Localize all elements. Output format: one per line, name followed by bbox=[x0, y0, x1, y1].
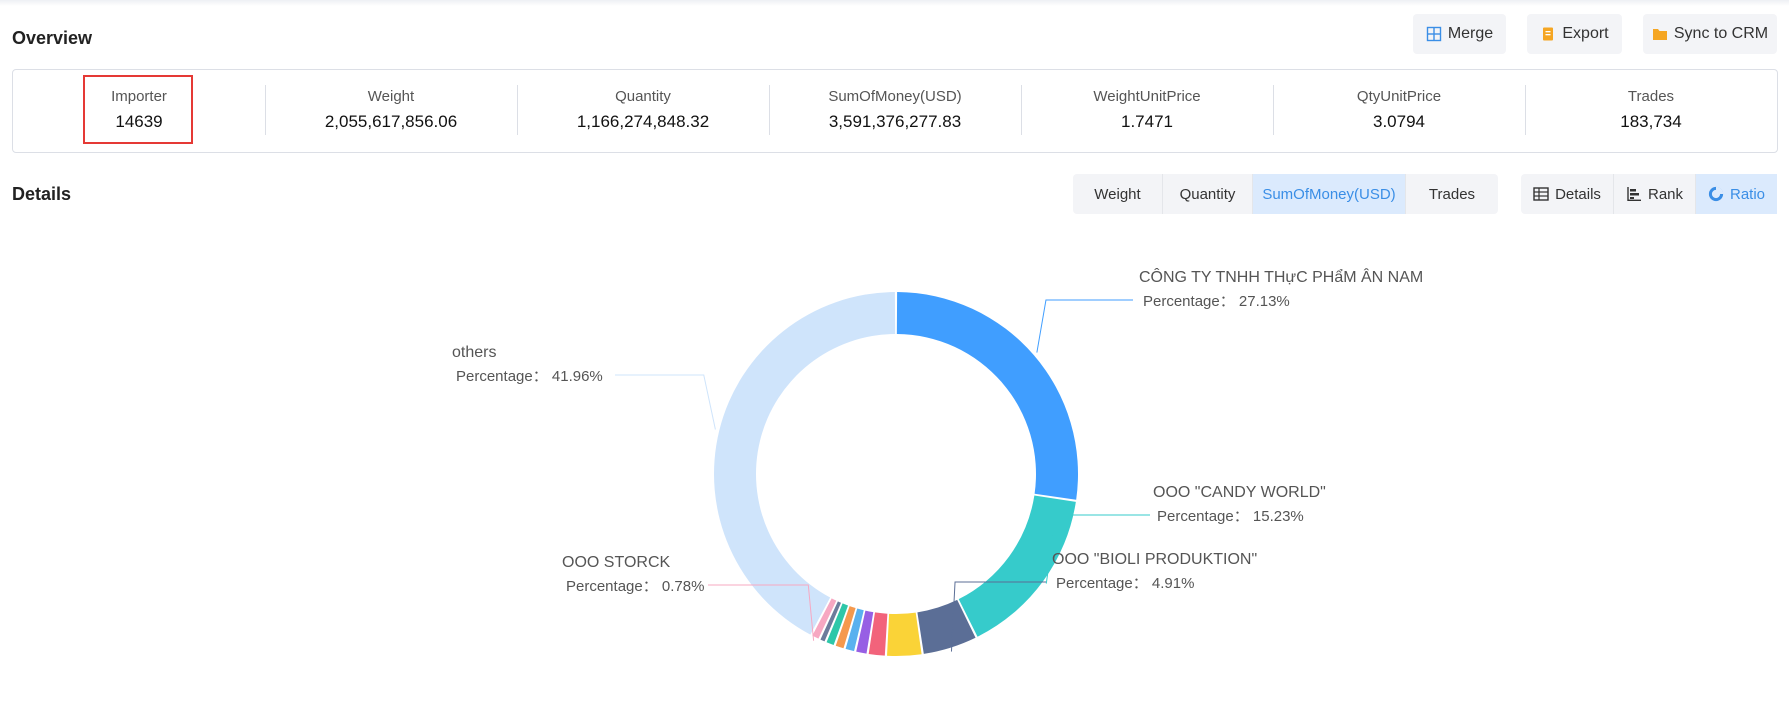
stat-value: 2,055,617,856.06 bbox=[324, 112, 458, 131]
stat-label: SumOfMoney(USD) bbox=[828, 88, 962, 105]
stat-weight: Weight 2,055,617,856.06 bbox=[265, 70, 517, 154]
export-label: Export bbox=[1562, 25, 1609, 42]
slice-name-label: CÔNG TY TNHH THựC PHẩM ÂN NAM bbox=[1139, 267, 1423, 286]
stat-trades: Trades 183,734 bbox=[1525, 70, 1777, 154]
divider bbox=[265, 85, 266, 135]
top-shadow bbox=[0, 0, 1789, 6]
stat-value: 3.0794 bbox=[1373, 112, 1425, 131]
view-details-label: Details bbox=[1555, 185, 1601, 203]
tab-sum-of-money[interactable]: SumOfMoney(USD) bbox=[1253, 174, 1406, 214]
view-details-tab[interactable]: Details bbox=[1521, 174, 1614, 214]
label-leader-line bbox=[1036, 299, 1133, 353]
slice-percentage-label: Percentage： 4.91% bbox=[1056, 575, 1194, 592]
table-icon bbox=[1533, 187, 1549, 201]
export-icon bbox=[1543, 27, 1554, 41]
stat-value: 183,734 bbox=[1620, 112, 1682, 131]
stat-label: QtyUnitPrice bbox=[1356, 88, 1442, 105]
merge-icon bbox=[1426, 26, 1442, 42]
slice-percentage-label: Percentage： 15.23% bbox=[1157, 508, 1304, 525]
bar-chart-icon bbox=[1627, 187, 1641, 202]
stat-label: WeightUnitPrice bbox=[1093, 88, 1201, 105]
stat-value: 1.7471 bbox=[1121, 112, 1173, 131]
sync-label: Sync to CRM bbox=[1673, 25, 1769, 42]
donut-slice[interactable] bbox=[868, 612, 888, 656]
divider bbox=[1021, 85, 1022, 135]
stat-label: Trades bbox=[1627, 88, 1675, 105]
view-ratio-label: Ratio bbox=[1729, 185, 1766, 203]
donut-slice[interactable] bbox=[820, 601, 842, 642]
details-title: Details bbox=[12, 184, 72, 204]
donut-slice[interactable] bbox=[887, 612, 922, 656]
donut-slice[interactable] bbox=[896, 292, 1078, 500]
stat-value: 14639 bbox=[115, 112, 163, 131]
view-ratio-tab[interactable]: Ratio bbox=[1696, 174, 1777, 214]
divider bbox=[769, 85, 770, 135]
donut-slice[interactable] bbox=[958, 495, 1076, 637]
stat-value: 3,591,376,277.83 bbox=[828, 112, 962, 131]
stat-qty-unit-price: QtyUnitPrice 3.0794 bbox=[1273, 70, 1525, 154]
view-tab-group: Details Rank Ratio bbox=[1521, 174, 1777, 214]
tab-weight[interactable]: Weight bbox=[1073, 174, 1163, 214]
divider bbox=[517, 85, 518, 135]
slice-percentage-label: Percentage： 41.96% bbox=[456, 368, 603, 385]
slice-name-label: OOO STORCK bbox=[562, 554, 670, 571]
export-button[interactable]: Export bbox=[1527, 14, 1622, 54]
stat-quantity: Quantity 1,166,274,848.32 bbox=[517, 70, 769, 154]
label-leader-line bbox=[615, 374, 716, 430]
divider bbox=[1525, 85, 1526, 135]
stat-sum-of-money: SumOfMoney(USD) 3,591,376,277.83 bbox=[769, 70, 1021, 154]
pie-chart-icon bbox=[1708, 186, 1724, 202]
merge-label: Merge bbox=[1447, 25, 1494, 42]
label-leader-line bbox=[1045, 514, 1150, 584]
donut-slice[interactable] bbox=[845, 608, 864, 652]
metric-tab-group: Weight Quantity SumOfMoney(USD) Trades bbox=[1073, 174, 1498, 214]
slice-percentage-label: Percentage： 0.78% bbox=[566, 578, 704, 595]
label-leader-line bbox=[950, 581, 1046, 652]
stat-label: Weight bbox=[367, 88, 415, 105]
stat-value: 1,166,274,848.32 bbox=[576, 112, 710, 131]
stat-label: Importer bbox=[111, 88, 167, 105]
donut-slice[interactable] bbox=[826, 603, 849, 645]
stat-importer: Importer 14639 bbox=[13, 70, 265, 154]
slice-name-label: OOO "CANDY WORLD" bbox=[1153, 484, 1326, 501]
sync-to-crm-button[interactable]: Sync to CRM bbox=[1643, 14, 1777, 54]
slice-name-label: OOO "BIOLI PRODUKTION" bbox=[1052, 551, 1257, 568]
view-rank-tab[interactable]: Rank bbox=[1614, 174, 1696, 214]
slice-percentage-label: Percentage： 27.13% bbox=[1143, 293, 1290, 310]
overview-stats-panel: Importer 14639 Weight 2,055,617,856.06 Q… bbox=[12, 69, 1778, 153]
tab-quantity[interactable]: Quantity bbox=[1163, 174, 1253, 214]
donut-slice[interactable] bbox=[812, 598, 837, 639]
donut-slice[interactable] bbox=[917, 599, 976, 654]
merge-button[interactable]: Merge bbox=[1413, 14, 1506, 54]
divider bbox=[1273, 85, 1274, 135]
stat-weight-unit-price: WeightUnitPrice 1.7471 bbox=[1021, 70, 1273, 154]
importer-highlight-box bbox=[83, 75, 193, 144]
tab-trades[interactable]: Trades bbox=[1428, 185, 1476, 203]
stat-label: Quantity bbox=[615, 88, 671, 105]
donut-slice[interactable] bbox=[856, 610, 874, 654]
view-rank-label: Rank bbox=[1647, 185, 1684, 203]
slice-name-label: others bbox=[452, 344, 496, 361]
folder-icon bbox=[1652, 29, 1667, 40]
ratio-donut-chart: CÔNG TY TNHH THựC PHẩM ÂN NAM Percentage：… bbox=[452, 267, 1423, 656]
overview-title: Overview bbox=[12, 28, 93, 48]
label-leader-line bbox=[708, 584, 815, 641]
donut-slice[interactable] bbox=[714, 292, 896, 635]
donut-slice[interactable] bbox=[835, 606, 856, 649]
